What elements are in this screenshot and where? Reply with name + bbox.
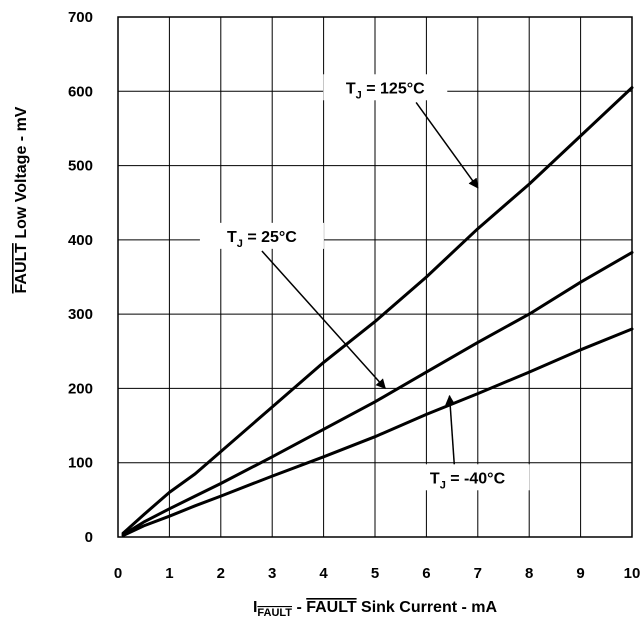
x-tick-label: 4 — [319, 565, 328, 582]
annotation-label-main: T — [346, 80, 356, 97]
annotation-label-bg — [323, 74, 448, 101]
annotation-label-sub: J — [237, 238, 243, 250]
x-tick-label: 0 — [114, 565, 122, 582]
series-line — [121, 327, 634, 537]
x-axis-title-rest: Sink Current - mA — [357, 599, 498, 616]
y-tick-label: 600 — [68, 83, 93, 100]
plot-frame — [117, 16, 633, 538]
x-tick-label: 2 — [217, 565, 225, 582]
annotation-label-bg — [405, 464, 530, 491]
x-axis-title-fault: FAULT — [306, 599, 357, 616]
x-tick-label: 10 — [624, 565, 641, 582]
series-group — [121, 86, 634, 537]
annotation-label-rest: = 125°C — [362, 80, 425, 97]
x-axis-title-separator: - — [292, 599, 306, 616]
x-tick-label: 7 — [474, 565, 482, 582]
x-tick-label: 1 — [165, 565, 173, 582]
annotation-label-sub: J — [440, 479, 446, 491]
y-tick-label: 500 — [68, 158, 93, 175]
y-tick-label: 400 — [68, 232, 93, 249]
x-tick-label: 9 — [576, 565, 584, 582]
y-axis-title-rest: Low Voltage - mV — [13, 106, 30, 243]
x-tick-label: 6 — [422, 565, 430, 582]
annotation-label-rest: = -40°C — [446, 470, 506, 487]
y-tick-label: 100 — [68, 455, 93, 472]
x-tick-label: 8 — [525, 565, 533, 582]
y-tick-label: 0 — [85, 529, 93, 546]
annotation-label-main: T — [227, 229, 237, 246]
annotation-group: TJ = 125°CTJ = 25°CTJ = -40°C — [199, 74, 530, 491]
annotation-arrow — [261, 250, 386, 390]
x-tick-label: 5 — [371, 565, 379, 582]
x-axis-title-prefix: I — [253, 599, 257, 616]
annotation-label: TJ = 25°C — [227, 229, 297, 250]
x-axis-title: IFAULT - FAULT Sink Current - mA — [253, 599, 498, 619]
annotation-label: TJ = 125°C — [346, 80, 425, 101]
x-axis-title-prefix-sub: FAULT — [257, 607, 292, 619]
annotation-label-bg — [199, 222, 324, 249]
annotation-label-main: T — [430, 470, 440, 487]
y-tick-label: 200 — [68, 380, 93, 397]
y-tick-label: 700 — [68, 9, 93, 26]
annotation-arrow — [445, 394, 456, 471]
y-axis-title-fault: FAULT — [13, 243, 30, 294]
series-line — [121, 86, 634, 535]
annotation-label-rest: = 25°C — [243, 229, 297, 246]
y-tick-label: 300 — [68, 306, 93, 323]
annotation-label-sub: J — [356, 89, 362, 101]
x-tick-label: 3 — [268, 565, 276, 582]
annotation-label: TJ = -40°C — [430, 470, 506, 491]
y-axis-title: FAULT Low Voltage - mV — [13, 106, 30, 293]
annotation-arrow — [415, 101, 479, 189]
series-line — [121, 251, 634, 537]
